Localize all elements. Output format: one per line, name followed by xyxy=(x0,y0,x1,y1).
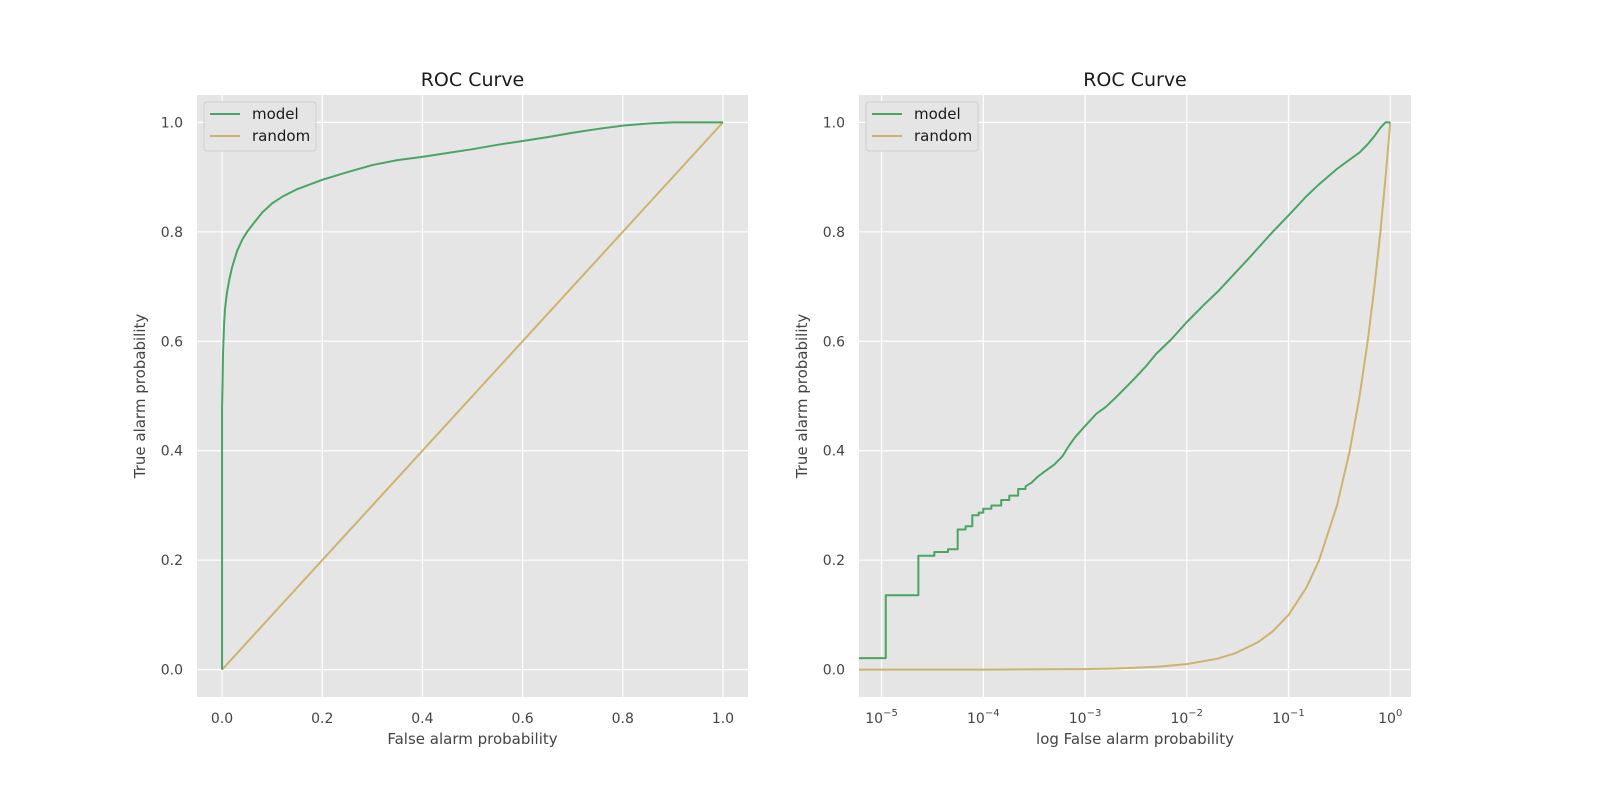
x-tick-label: 10−4 xyxy=(967,708,1000,727)
legend-label-random: random xyxy=(914,127,972,145)
series-line-random xyxy=(859,122,1392,671)
x-axis-label: log False alarm probability xyxy=(1036,730,1234,748)
roc-chart-log: 10−5 10−4 10−3 10−2 10−1 100 0.0 0.2 0.4 0.6 0.8 1.… xyxy=(793,69,1411,748)
y-tick-label: 0.8 xyxy=(823,225,845,241)
roc-chart-linear: 0.0 0.2 0.4 0.6 0.8 1.0 0.0 0.2 0.4 0.6 0.8 1.0 ROC… xyxy=(131,69,748,748)
chart-title: ROC Curve xyxy=(421,69,525,91)
tick-labels: 10−5 10−4 10−3 10−2 10−1 100 0.0 0.2 0.4 0.6 0.8 1.… xyxy=(823,115,1403,727)
legend-label-model: model xyxy=(252,105,299,123)
y-tick-label: 1.0 xyxy=(161,115,183,131)
x-tick-label: 10−1 xyxy=(1272,708,1305,727)
y-tick-label: 0.4 xyxy=(161,444,183,460)
legend: model random xyxy=(203,101,317,152)
x-tick-label: 0.0 xyxy=(211,711,233,727)
y-tick-label: 0.4 xyxy=(823,444,845,460)
x-tick-label: 0.8 xyxy=(612,711,634,727)
y-tick-label: 0.2 xyxy=(161,553,183,569)
y-tick-label: 0.2 xyxy=(823,553,845,569)
legend: model random xyxy=(865,101,979,152)
x-tick-label: 10−5 xyxy=(865,708,898,727)
x-tick-label: 10−2 xyxy=(1170,708,1203,727)
y-tick-label: 1.0 xyxy=(823,115,845,131)
chart-title: ROC Curve xyxy=(1083,69,1187,91)
series-layer xyxy=(859,121,1392,671)
series-layer xyxy=(221,121,724,671)
x-tick-label: 0.2 xyxy=(311,711,333,727)
series-line-random xyxy=(221,121,724,671)
legend-label-random: random xyxy=(252,127,310,145)
x-tick-label: 0.6 xyxy=(511,711,533,727)
y-tick-label: 0.0 xyxy=(823,663,845,679)
x-tick-label: 100 xyxy=(1378,708,1402,727)
x-axis-label: False alarm probability xyxy=(387,730,557,748)
grid xyxy=(859,95,1411,697)
y-tick-label: 0.6 xyxy=(823,334,845,350)
tick-labels: 0.0 0.2 0.4 0.6 0.8 1.0 0.0 0.2 0.4 0.6 0.8 1.0 xyxy=(161,115,734,727)
plot-area xyxy=(859,95,1411,697)
legend-label-model: model xyxy=(914,105,961,123)
y-tick-label: 0.6 xyxy=(161,334,183,350)
x-tick-label: 0.4 xyxy=(411,711,433,727)
x-tick-label: 10−3 xyxy=(1069,708,1102,727)
grid xyxy=(197,95,748,697)
y-axis-label: True alarm probability xyxy=(793,314,811,480)
series-line-model xyxy=(221,121,723,670)
y-tick-label: 0.0 xyxy=(161,663,183,679)
series-line-model xyxy=(859,121,1391,660)
y-axis-label: True alarm probability xyxy=(131,314,149,480)
x-tick-label: 1.0 xyxy=(712,711,734,727)
y-tick-label: 0.8 xyxy=(161,225,183,241)
